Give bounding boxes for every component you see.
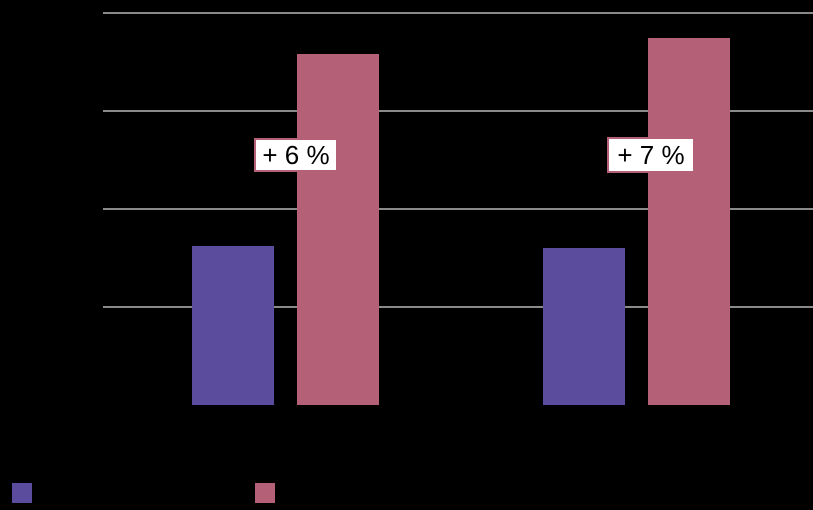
bar-purple-series-group2	[543, 248, 625, 405]
annotation-label-group1: + 6 %	[254, 138, 338, 172]
legend-item-purple	[12, 483, 32, 503]
gridline	[103, 110, 813, 112]
legend-swatch-purple	[12, 483, 32, 503]
legend	[0, 483, 813, 503]
gridline	[103, 12, 813, 14]
gridline	[103, 306, 813, 308]
legend-item-pink	[255, 483, 275, 503]
annotation-label-group2: + 7 %	[607, 137, 695, 173]
bar-pink-series-group2	[648, 38, 730, 405]
legend-swatch-pink	[255, 483, 275, 503]
bar-pink-series-group1	[296, 54, 379, 405]
gridline	[103, 208, 813, 210]
bar-purple-series-group1	[191, 246, 274, 405]
